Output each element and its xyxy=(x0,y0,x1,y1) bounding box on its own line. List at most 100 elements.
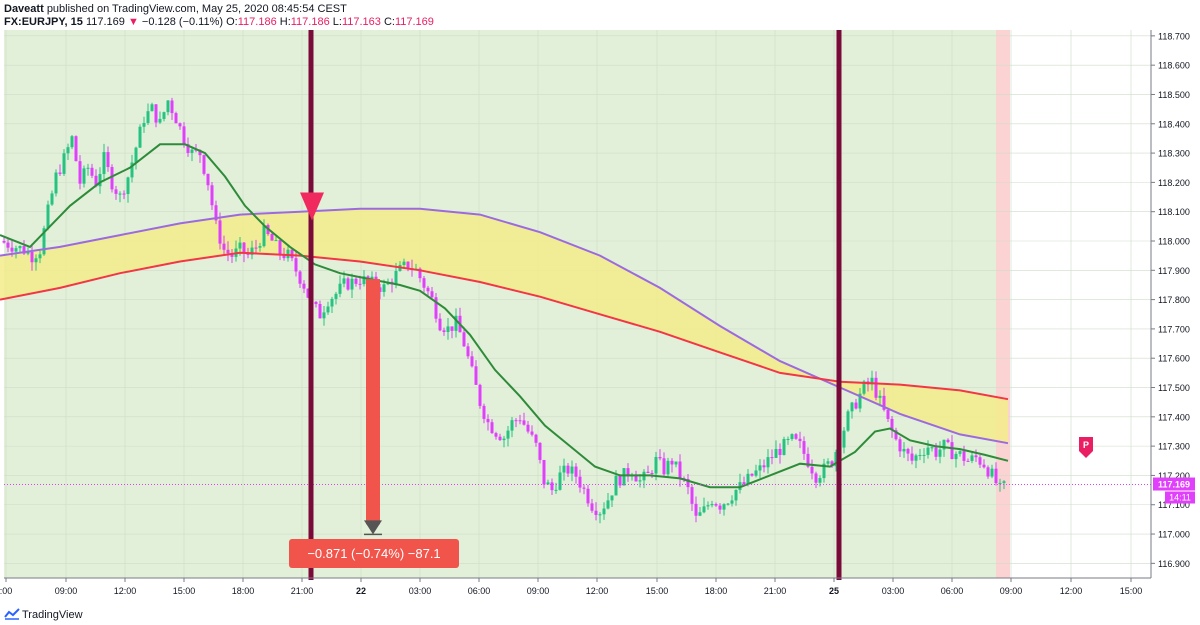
y-tick-label: 118.400 xyxy=(1158,119,1190,129)
candle-body xyxy=(810,466,814,474)
candle-body xyxy=(26,251,30,254)
candle-body xyxy=(878,395,882,398)
candle-body xyxy=(198,149,202,156)
candle-body xyxy=(78,161,82,184)
x-tick-label: 21:00 xyxy=(764,586,787,596)
candle-body xyxy=(846,411,850,431)
candle-body xyxy=(666,460,670,475)
x-tick-label: 18:00 xyxy=(705,586,728,596)
candle-body xyxy=(162,112,166,119)
measure-arrow-head xyxy=(364,520,382,535)
candle-body xyxy=(134,147,138,163)
candle-body xyxy=(762,465,766,468)
candle-body xyxy=(158,118,162,123)
tradingview-logo-icon[interactable] xyxy=(4,608,20,620)
lower-envelope-line xyxy=(0,251,1009,401)
author-name[interactable]: Daveatt xyxy=(4,3,44,15)
candle-body xyxy=(202,155,206,174)
candle-body xyxy=(190,149,194,153)
candle-body xyxy=(238,242,242,249)
candle-body xyxy=(806,453,810,467)
session-separator-line xyxy=(308,30,314,580)
candle-body xyxy=(206,173,210,186)
candle-body xyxy=(170,100,174,114)
candle-body xyxy=(934,447,938,457)
candle-body xyxy=(686,478,690,488)
candle-body xyxy=(778,448,782,455)
candle-body xyxy=(574,466,578,477)
candle-body xyxy=(650,473,654,475)
candle-body xyxy=(110,167,114,190)
candle-body xyxy=(966,460,970,462)
candle-body xyxy=(870,377,874,385)
x-tick-label: 18:00 xyxy=(232,586,255,596)
candle-body xyxy=(582,487,586,489)
candle-body xyxy=(222,243,226,250)
tradingview-brand[interactable]: TradingView xyxy=(22,609,83,621)
candle-body xyxy=(674,461,678,465)
candle-body xyxy=(470,356,474,367)
y-tick-label: 117.500 xyxy=(1158,383,1190,393)
candle-body xyxy=(242,242,246,254)
y-tick-label: 118.600 xyxy=(1158,61,1190,71)
candle-body xyxy=(546,482,550,485)
y-tick-label: 116.900 xyxy=(1158,559,1190,569)
candle-body xyxy=(118,193,122,195)
open-value: 117.186 xyxy=(237,16,277,28)
candle-body xyxy=(150,104,154,112)
candle-body xyxy=(418,268,422,279)
candle-body xyxy=(494,433,498,437)
candle-body xyxy=(186,144,190,153)
candle-body xyxy=(570,466,574,474)
candle-body xyxy=(794,434,798,439)
candle-body xyxy=(46,204,50,229)
candle-body xyxy=(618,475,622,486)
band-fill xyxy=(0,208,1008,444)
y-tick-label: 117.200 xyxy=(1158,471,1190,481)
y-tick-label: 117.000 xyxy=(1158,530,1190,540)
candle-body xyxy=(782,439,786,455)
candle-body xyxy=(514,420,518,422)
candle-body xyxy=(54,172,58,194)
candle-body xyxy=(702,506,706,513)
candle-body xyxy=(578,476,582,488)
candle-body xyxy=(446,326,450,333)
candle-body xyxy=(562,465,566,473)
candle-body xyxy=(38,254,42,259)
candle-body xyxy=(506,430,510,439)
candle-body xyxy=(566,465,570,474)
candle-body xyxy=(434,297,438,319)
price-chart[interactable]: −0.871 (−0.74%) −87.1P 118.700118.600118… xyxy=(0,30,1200,606)
candle-body xyxy=(922,454,926,456)
high-value: 117.186 xyxy=(290,16,330,28)
sell-signal-icon xyxy=(300,192,324,221)
candle-body xyxy=(74,136,78,162)
candle-body xyxy=(726,503,730,505)
candle-body xyxy=(406,261,410,269)
candle-body xyxy=(106,152,110,168)
candle-body xyxy=(714,504,718,506)
candle-body xyxy=(474,366,478,385)
session-separator-line xyxy=(836,30,842,580)
candle-body xyxy=(94,175,98,187)
candle-body xyxy=(518,420,522,422)
measure-label: −0.871 (−0.74%) −87.1 xyxy=(307,546,440,561)
candle-body xyxy=(30,251,34,263)
candle-body xyxy=(130,162,134,178)
y-tick-label: 117.800 xyxy=(1158,295,1190,305)
y-tick-label: 117.400 xyxy=(1158,412,1190,422)
publish-line: Daveatt published on TradingView.com, Ma… xyxy=(4,3,347,15)
upper-envelope-line xyxy=(0,207,1009,445)
x-tick-label: 12:00 xyxy=(586,586,609,596)
candle-body xyxy=(698,512,702,516)
candle-body xyxy=(62,153,66,174)
candle-body xyxy=(834,452,838,467)
x-tick-label: 03:00 xyxy=(882,586,905,596)
candle-body xyxy=(646,471,650,474)
candle-body xyxy=(962,451,966,461)
candle-body xyxy=(690,487,694,504)
candle-body xyxy=(354,278,358,284)
x-tick-label: 12:00 xyxy=(114,586,137,596)
candle-body xyxy=(362,276,366,285)
symbol-name[interactable]: FX:EURJPY, 15 xyxy=(4,16,83,28)
